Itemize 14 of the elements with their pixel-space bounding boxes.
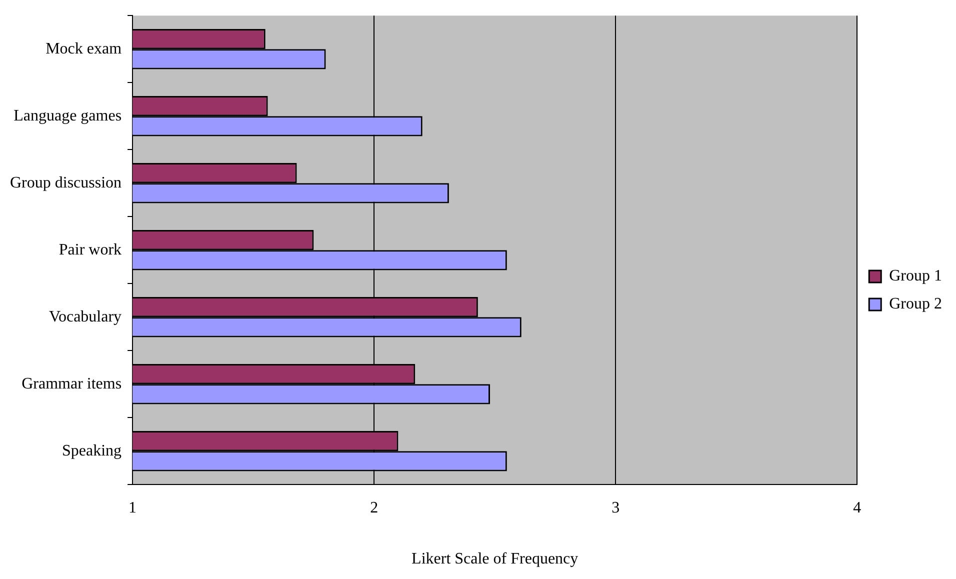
- y-tick-label: Mock exam: [46, 40, 122, 58]
- y-tick-label: Language games: [14, 107, 122, 124]
- x-tick-label: 4: [853, 499, 862, 516]
- y-tick-label: Grammar items: [22, 375, 122, 392]
- y-tick-label: Group discussion: [10, 174, 122, 192]
- legend-label: Group 2: [889, 296, 942, 313]
- y-tick-label: Pair work: [58, 241, 122, 258]
- x-tick-label: 1: [128, 499, 137, 516]
- legend-label: Group 1: [889, 268, 942, 285]
- y-tick-label: Speaking: [62, 442, 122, 460]
- y-tick-label: Vocabulary: [48, 308, 122, 326]
- x-tick-label: 2: [370, 499, 378, 516]
- x-tick-label: 3: [612, 499, 620, 516]
- x-axis-title: Likert Scale of Frequency: [412, 550, 578, 568]
